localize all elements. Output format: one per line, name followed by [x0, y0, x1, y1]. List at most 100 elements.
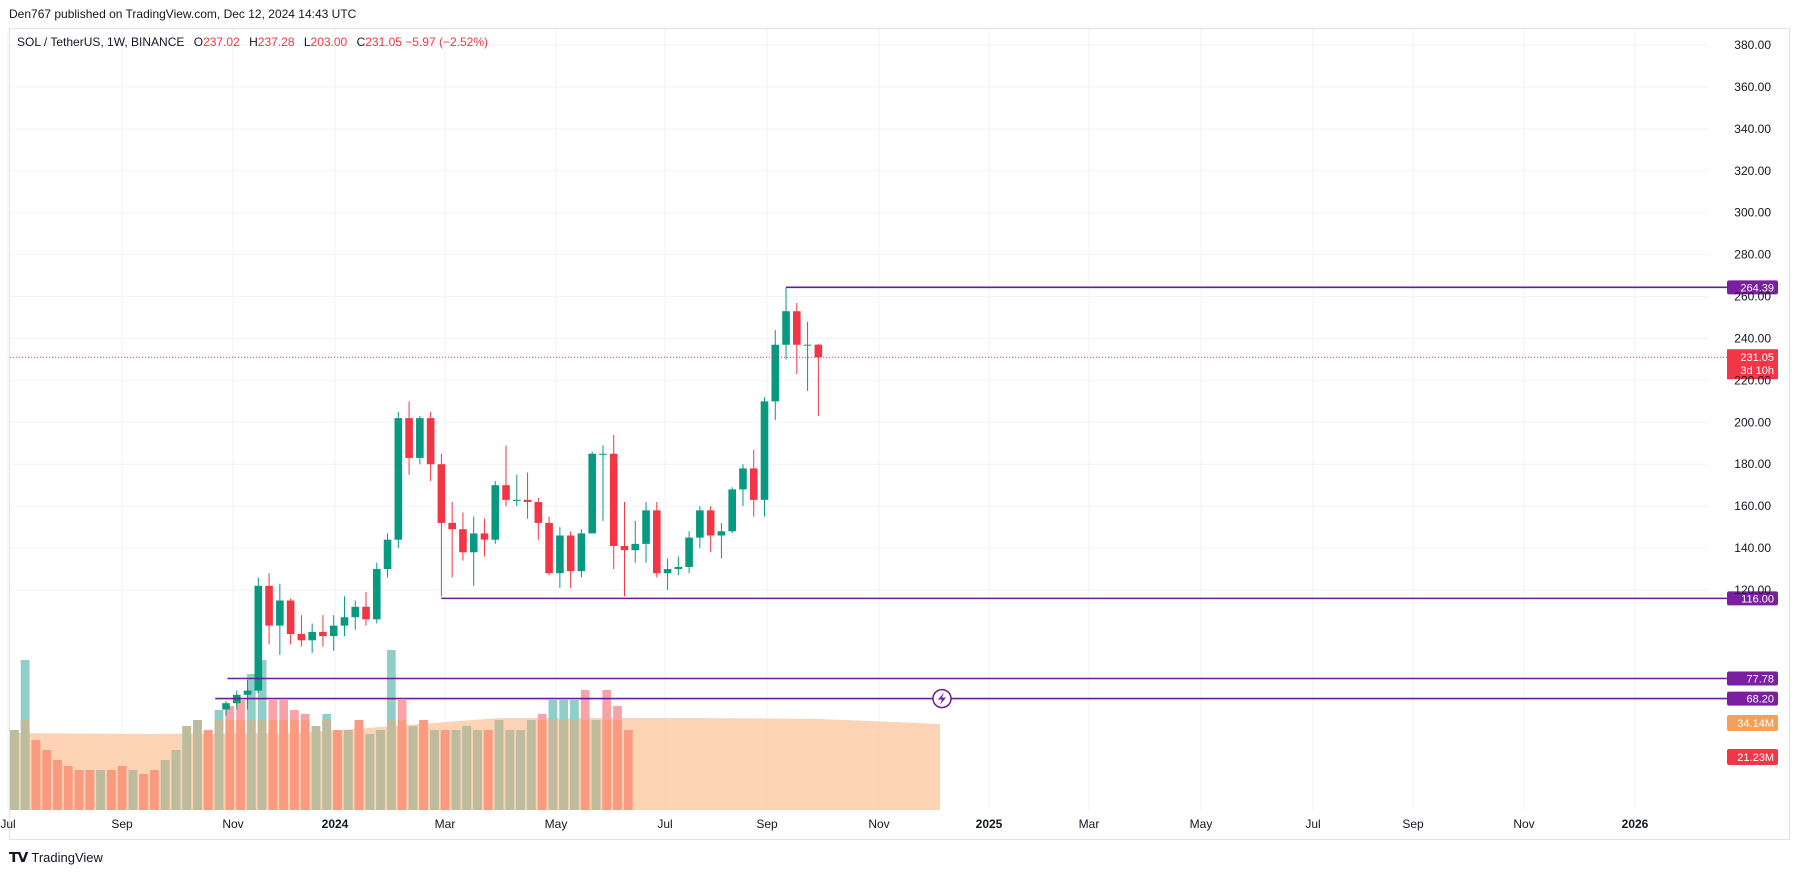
volume-bar-overlay: [193, 720, 202, 810]
time-tick-label: Nov: [1513, 817, 1534, 831]
candle-body: [642, 510, 650, 544]
time-tick-label: Mar: [1079, 817, 1100, 831]
volume-bar-overlay: [53, 760, 62, 810]
price-tick-label: 240.00: [1734, 331, 1771, 345]
volume-bar-overlay: [602, 720, 612, 810]
tradingview-brand: TradingView: [31, 850, 103, 865]
candle-body: [674, 566, 683, 570]
candle-body: [728, 489, 736, 532]
candle-body: [426, 418, 435, 465]
volume-bar-overlay: [31, 740, 41, 810]
time-tick-label: Sep: [756, 817, 778, 831]
price-tick-label: 360.00: [1734, 80, 1771, 94]
volume-bar-overlay: [290, 720, 299, 810]
time-tick-label: 2026: [1622, 817, 1649, 831]
time-axis: Jul Sep Nov 2024 Mar May Jul Sep Nov 2025 Mar May Ju…: [0, 817, 1648, 831]
volume-bar-overlay: [182, 726, 192, 810]
last-price-badge-bg: [1727, 349, 1778, 380]
tradingview-logo[interactable]: 𝗧𝗩 TradingView: [9, 849, 103, 866]
price-tick-label: 320.00: [1734, 164, 1771, 178]
time-tick-label: Nov: [222, 817, 243, 831]
volume-bar-overlay: [150, 770, 159, 810]
candle-body: [599, 453, 607, 455]
volume-bar-overlay: [160, 760, 170, 810]
price-tick-label: 220.00: [1734, 373, 1771, 387]
volume-value-badge: 21.23M: [1727, 749, 1778, 765]
candle-body: [416, 418, 424, 458]
last-price-countdown: 3d 10h: [1740, 365, 1774, 377]
time-tick-label: Sep: [111, 817, 133, 831]
candle-body: [276, 600, 284, 626]
volume-bar-overlay: [570, 720, 579, 810]
time-tick-label: Nov: [868, 817, 889, 831]
price-tick-label: 300.00: [1734, 206, 1771, 220]
candle-body: [717, 531, 726, 536]
volume-bar-overlay: [42, 750, 52, 810]
volume-bar-overlay: [106, 770, 116, 810]
candle-body: [663, 569, 672, 574]
volume-bar-overlay: [96, 770, 105, 810]
alert-icon-bolt: [938, 692, 946, 705]
legend-open-value: 237.02: [203, 35, 240, 49]
legend-high-label: H: [249, 35, 258, 49]
candle-body: [685, 537, 693, 567]
candle-body: [523, 499, 532, 502]
legend-high-value: 237.28: [257, 35, 295, 49]
price-tick-label: 340.00: [1734, 122, 1771, 136]
candle-body: [803, 344, 812, 346]
volume-value-badge: 34.14M: [1727, 715, 1778, 731]
symbol-legend: SOL / TetherUS, 1W, BINANCE O237.02 H237…: [17, 35, 488, 49]
time-tick-label: Jul: [0, 817, 15, 831]
volume-bar-overlay: [419, 720, 429, 810]
price-level-badge-text: 116.00: [1741, 593, 1774, 605]
time-tick-label: 2025: [976, 817, 1003, 831]
candle-body: [394, 418, 403, 540]
price-tick-label: 140.00: [1734, 541, 1771, 555]
candle-body: [512, 499, 521, 501]
price-tick-label: 180.00: [1734, 457, 1771, 471]
published-caption: Den767 published on TradingView.com, Dec…: [9, 7, 357, 21]
volume-bar-overlay: [117, 766, 127, 810]
price-tick-label: 160.00: [1734, 499, 1771, 513]
volume-bar-overlay: [516, 730, 525, 810]
volume-bar-overlay: [85, 770, 95, 810]
candle-body: [502, 485, 510, 500]
candle-body: [362, 606, 370, 620]
last-price-value: 231.05: [1740, 352, 1774, 364]
volume-bars: [10, 650, 633, 810]
legend-symbol: SOL / TetherUS, 1W, BINANCE: [17, 35, 185, 49]
chart-frame[interactable]: [9, 28, 1790, 840]
candle-body: [545, 522, 553, 574]
volume-bar-overlay: [494, 720, 504, 810]
time-tick-label: Jul: [1305, 817, 1320, 831]
price-level-badge: 68.20: [1727, 691, 1778, 706]
time-tick-label: Sep: [1402, 817, 1424, 831]
price-tick-label: 120.00: [1734, 583, 1771, 597]
volume-bar-overlay: [300, 720, 310, 810]
price-level-badge-bg: [1727, 671, 1778, 686]
candle-body: [760, 401, 769, 500]
candle-body: [609, 453, 618, 546]
price-level-badge: 116.00: [1727, 591, 1778, 606]
price-tick-label: 200.00: [1734, 415, 1771, 429]
volume-bar-overlay: [214, 720, 224, 810]
candle-body: [782, 311, 790, 345]
volume-bar-overlay: [268, 720, 278, 810]
candle-body: [696, 510, 704, 538]
candle-body: [297, 634, 306, 641]
volume-bar-overlay: [537, 720, 547, 810]
candle-body: [286, 600, 295, 635]
volume-bar-overlay: [365, 734, 375, 810]
price-level-badge-text: 68.20: [1746, 694, 1774, 706]
price-tick-label: 380.00: [1734, 38, 1771, 52]
candle-body: [405, 418, 413, 458]
candle-body: [265, 585, 273, 626]
volume-bar-overlay: [225, 720, 235, 810]
candle-body: [340, 617, 349, 626]
price-axis: 380.00 360.00 340.00 320.00 300.00 280.00 260.…: [1734, 38, 1771, 597]
price-level-badge-text: 77.78: [1746, 673, 1774, 685]
candle-body: [771, 344, 780, 402]
candle-body: [459, 529, 467, 553]
